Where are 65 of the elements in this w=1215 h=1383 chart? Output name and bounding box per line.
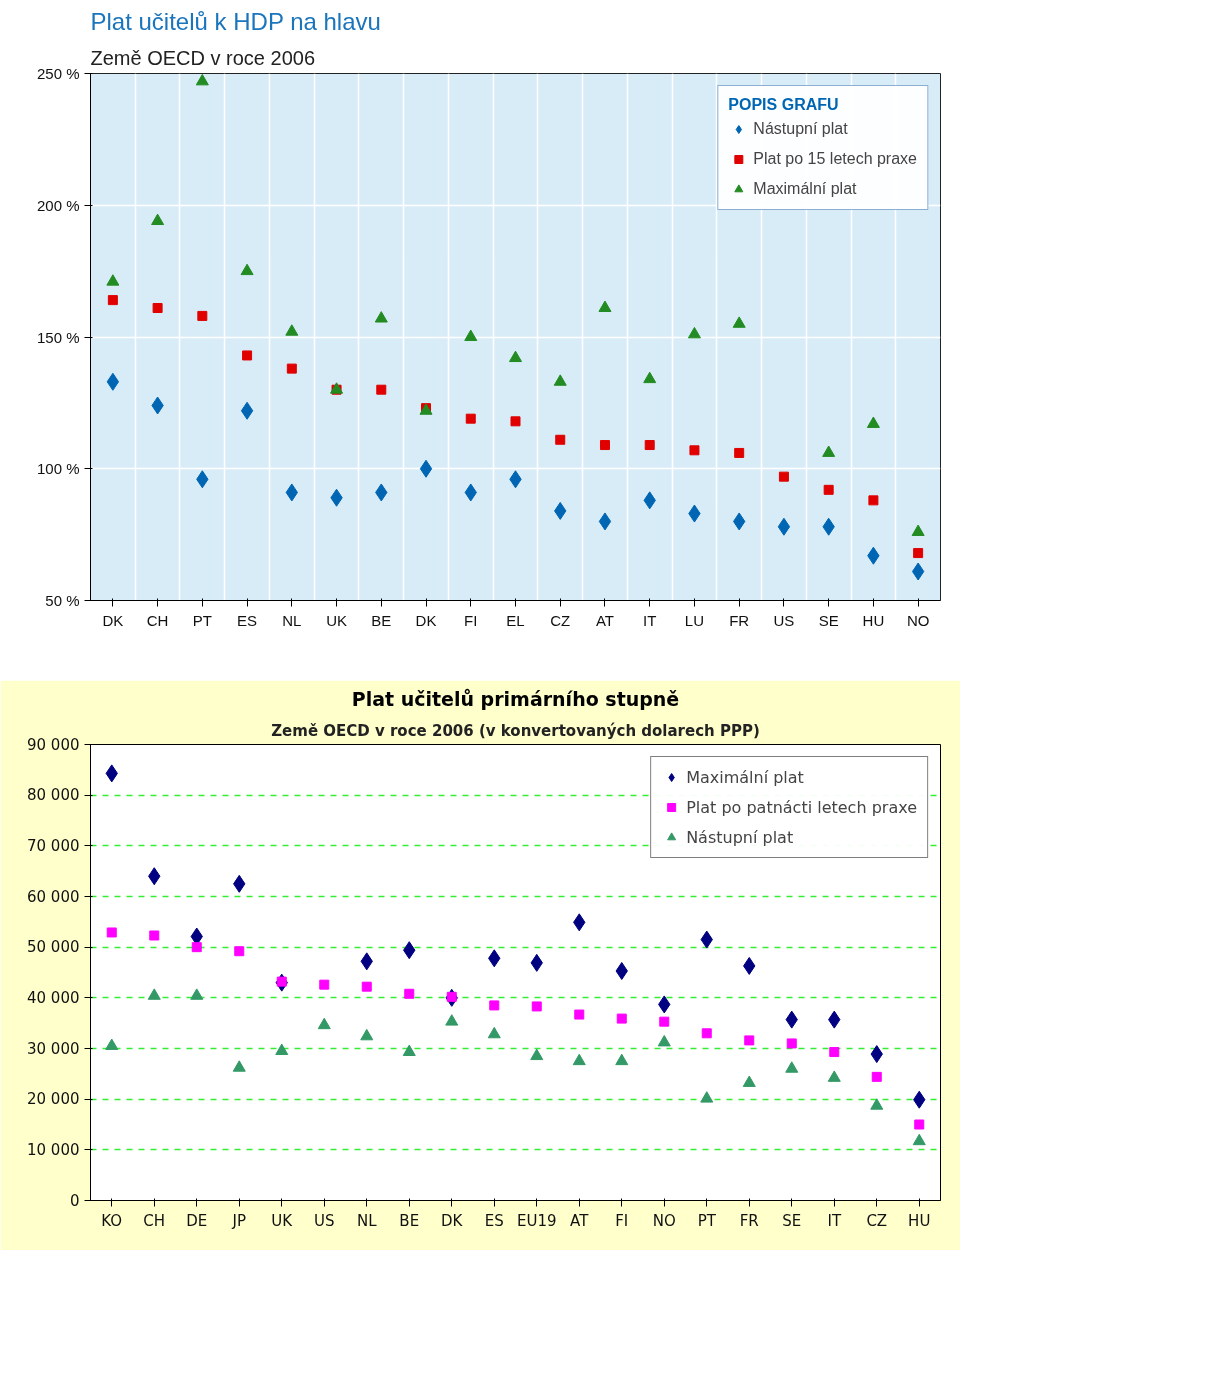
y-tick-label: 40 000 <box>27 988 80 1007</box>
y-tick-label: 70 000 <box>27 836 80 855</box>
x-tick-label: NL <box>356 1211 378 1230</box>
x-tick-label: NO <box>652 1211 676 1230</box>
x-tick-label: UK <box>326 611 347 629</box>
x-tick-label: CH <box>146 611 169 629</box>
x-tick-label: AT <box>570 1211 590 1230</box>
chart-title: Plat učitelů primárního stupně <box>351 687 680 710</box>
x-tick-label: PT <box>192 611 212 629</box>
legend-title: POPIS GRAFU <box>728 96 840 114</box>
y-tick-label: 150 % <box>36 328 80 346</box>
y-tick-label: 100 % <box>36 460 80 478</box>
x-tick-label: NL <box>282 611 302 629</box>
x-tick-label: CZ <box>866 1211 888 1230</box>
x-tick-label: IT <box>643 611 657 629</box>
x-tick-label: BE <box>371 611 392 629</box>
legend-label: Nástupní plat <box>686 827 794 847</box>
y-tick-label: 250 % <box>36 65 80 82</box>
x-tick-label: SE <box>818 611 839 629</box>
x-tick-label: AT <box>595 611 615 629</box>
y-tick-label: 90 000 <box>27 735 80 754</box>
x-tick-label: SE <box>782 1211 802 1230</box>
x-tick-label: NO <box>906 611 930 629</box>
legend-label: Plat po 15 letech praxe <box>753 150 917 168</box>
legend-label: Nástupní plat <box>753 120 848 138</box>
x-tick-label: LU <box>684 611 705 629</box>
x-tick-label: EL <box>506 611 525 629</box>
y-tick-label: 80 000 <box>27 786 80 805</box>
x-tick-label: US <box>773 611 795 629</box>
x-tick-label: DK <box>441 1211 464 1230</box>
chart-title: Plat učitelů k HDP na hlavu <box>90 7 381 35</box>
x-tick-label: EU19 <box>516 1211 557 1230</box>
x-tick-label: ES <box>237 611 258 629</box>
y-tick-label: 60 000 <box>27 887 80 906</box>
x-tick-label: FI <box>464 611 478 629</box>
y-tick-label: 10 000 <box>27 1140 80 1159</box>
y-tick-label: 20 000 <box>27 1090 80 1109</box>
x-tick-label: BE <box>399 1211 420 1230</box>
chart-subtitle: Země OECD v roce 2006 <box>90 46 316 69</box>
x-tick-label: DE <box>186 1211 208 1230</box>
x-tick-label: FR <box>739 1211 759 1230</box>
x-tick-label: HU <box>862 611 885 629</box>
x-tick-label: FR <box>729 611 750 629</box>
x-tick-label: ES <box>484 1211 504 1230</box>
y-tick-label: 200 % <box>36 196 80 214</box>
x-tick-label: KO <box>101 1211 123 1230</box>
x-tick-label: CH <box>143 1211 166 1230</box>
x-tick-label: US <box>314 1211 335 1230</box>
x-tick-label: JP <box>231 1211 246 1230</box>
x-tick-label: FI <box>615 1211 629 1230</box>
x-tick-label: HU <box>908 1211 931 1230</box>
y-tick-label: 50 % <box>45 592 80 609</box>
legend-label: Plat po patnácti letech praxe <box>686 797 917 817</box>
x-tick-label: IT <box>827 1211 842 1230</box>
legend-label: Maximální plat <box>686 767 804 787</box>
y-tick-label: 0 <box>69 1191 80 1210</box>
x-tick-label: DK <box>102 611 124 629</box>
x-tick-label: DK <box>415 611 437 629</box>
x-tick-label: UK <box>271 1211 294 1230</box>
x-tick-label: PT <box>697 1211 717 1230</box>
legend-label: Maximální plat <box>753 180 857 198</box>
y-tick-label: 50 000 <box>27 938 80 957</box>
y-tick-label: 30 000 <box>27 1039 80 1058</box>
x-tick-label: CZ <box>550 611 571 629</box>
chart-subtitle: Země OECD v roce 2006 (v konvertovaných dolarech PPP) <box>271 721 760 740</box>
